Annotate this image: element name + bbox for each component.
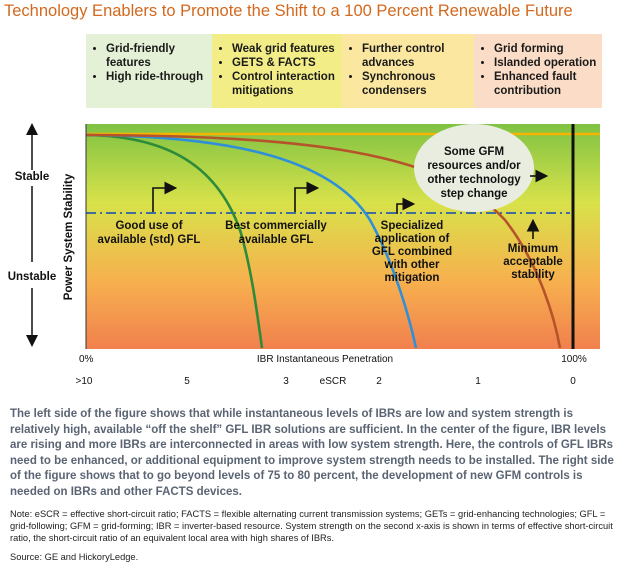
feature-item: Synchronous condensers bbox=[362, 70, 470, 98]
bubble-line: other technology bbox=[427, 174, 521, 186]
y-axis-label: Power System Stability bbox=[63, 173, 75, 300]
gfm-bubble bbox=[414, 124, 534, 212]
feature-item: High ride-through bbox=[106, 70, 208, 84]
bubble-line: resources and/or bbox=[427, 160, 521, 172]
feature-box-further-control: Further control advances Synchronous con… bbox=[342, 34, 474, 108]
feature-item: Enhanced fault contribution bbox=[494, 70, 598, 98]
x-right-label: 100% bbox=[561, 354, 587, 365]
scr-tick: 0 bbox=[570, 376, 576, 387]
scr-tick: 1 bbox=[475, 376, 481, 387]
specialized-label: mitigation bbox=[385, 272, 440, 284]
specialized-label: GFL combined bbox=[372, 246, 452, 258]
step-arrow-specialized bbox=[396, 197, 416, 214]
green-gfl-curve bbox=[85, 133, 264, 349]
min-stability-label: stability bbox=[511, 269, 555, 281]
figure-note: Note: eSCR = effective short-circuit rat… bbox=[10, 509, 613, 543]
figure-source: Source: GE and HickoryLedge. bbox=[10, 552, 139, 562]
caption-paragraph: The left side of the figure shows that w… bbox=[10, 408, 614, 498]
figure-title: Technology Enablers to Promote the Shift… bbox=[4, 2, 573, 20]
feature-box-grid-friendly: Grid-friendly features High ride-through bbox=[86, 34, 212, 108]
feature-item: Grid-friendly features bbox=[106, 42, 208, 70]
bubble-line: Some GFM bbox=[444, 146, 504, 158]
step-arrow-best-commercial bbox=[294, 181, 320, 212]
feature-item: Further control advances bbox=[362, 42, 470, 70]
min-stability-label: Minimum bbox=[508, 243, 558, 255]
scr-tick: 5 bbox=[184, 376, 190, 387]
scr-axis-label: eSCR bbox=[320, 376, 347, 387]
specialized-label: Specialized bbox=[381, 220, 444, 232]
feature-box-grid-forming: Grid forming Islanded operation Enhanced… bbox=[474, 34, 602, 108]
specialized-label: application of bbox=[375, 233, 450, 245]
stable-label: Stable bbox=[15, 171, 50, 183]
specialized-label: with other bbox=[384, 259, 440, 271]
blue-gfl-curve bbox=[85, 133, 418, 349]
stability-diagram: Some GFM resources and/or other technolo… bbox=[8, 123, 600, 387]
unstable-label: Unstable bbox=[8, 271, 57, 283]
best-commercial-label: available GFL bbox=[239, 234, 314, 246]
scr-tick: 2 bbox=[376, 376, 382, 387]
feature-item: Grid forming bbox=[494, 42, 598, 56]
feature-item: GETS & FACTS bbox=[232, 56, 338, 70]
min-stability-label: acceptable bbox=[503, 256, 562, 268]
feature-item: Weak grid features bbox=[232, 42, 338, 56]
x-left-label: 0% bbox=[79, 354, 94, 365]
feature-item: Islanded operation bbox=[494, 56, 598, 70]
good-use-label: available (std) GFL bbox=[98, 234, 201, 246]
best-commercial-label: Best commercially bbox=[225, 220, 327, 232]
good-use-label: Good use of bbox=[115, 220, 182, 232]
bubble-line: step change bbox=[440, 188, 507, 200]
feature-item: Control interaction mitigations bbox=[232, 70, 338, 98]
scr-tick: >10 bbox=[76, 376, 93, 387]
x-axis-label: IBR Instantaneous Penetration bbox=[257, 354, 393, 365]
scr-tick: 3 bbox=[283, 376, 289, 387]
feature-box-weak-grid: Weak grid features GETS & FACTS Control … bbox=[212, 34, 342, 108]
step-arrow-good-use bbox=[152, 181, 178, 212]
